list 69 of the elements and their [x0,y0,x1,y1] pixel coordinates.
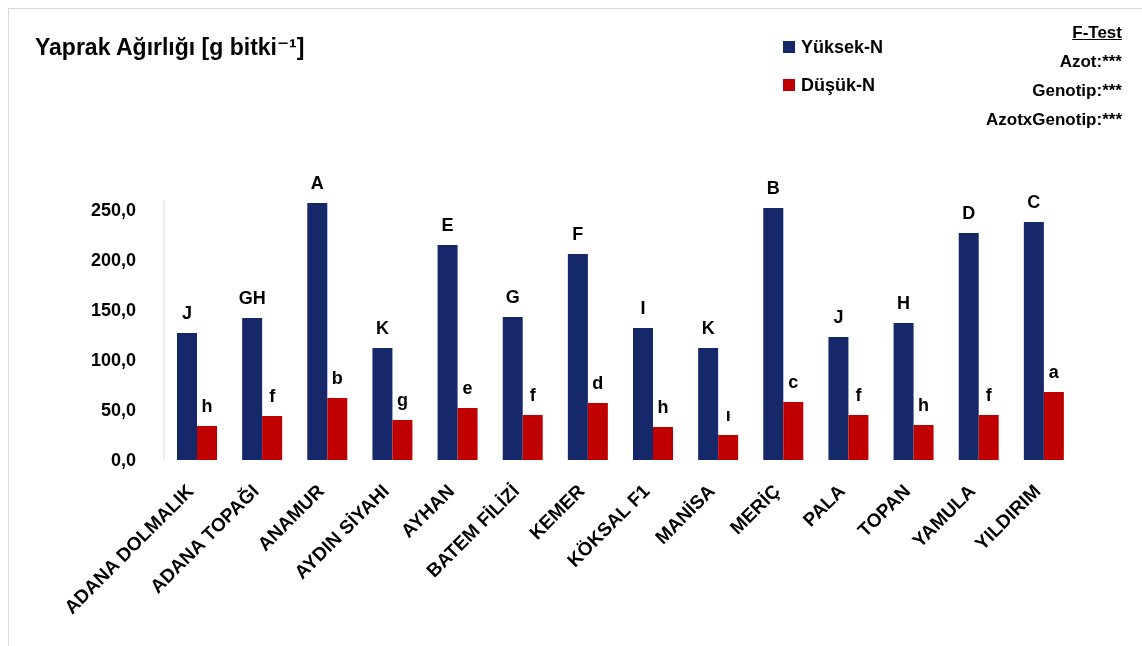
data-label: D [962,203,976,223]
data-label: g [396,390,408,410]
data-label: E [441,215,454,235]
bar [522,415,543,460]
bar [197,426,217,460]
bar [698,348,719,460]
y-tick-label: 50,0 [100,400,136,421]
bar [392,420,413,460]
data-label: GH [238,288,266,308]
data-label: I [640,298,646,318]
bar [913,425,934,460]
bar [587,403,608,460]
bar [1043,392,1064,460]
bar [893,323,914,460]
text: Azot:*** [1058,51,1122,73]
legend-label: Düşük-N [801,74,876,96]
data-label: C [1027,192,1041,212]
data-label: f [269,386,277,406]
bar [242,318,263,460]
chart-title: Yaprak Ağırlığı [g bitki⁻¹] [35,34,305,61]
data-label: ı [725,405,731,425]
data-label: A [310,173,324,193]
data-label: d [592,373,604,393]
data-label: G [505,287,520,307]
bar [763,208,784,460]
bar [958,233,979,460]
bar [718,435,739,460]
data-label: f [985,385,993,405]
data-label: h [201,396,213,416]
data-label: K [375,318,389,338]
text: Genotip:*** [1031,80,1122,102]
data-label: J [181,303,193,323]
y-tick-label: 250,0 [90,200,136,221]
data-label: a [1048,362,1060,382]
legend-label: Yüksek-N [801,36,884,58]
bar [437,245,458,460]
data-label: h [657,397,669,417]
bar [502,317,523,460]
bar [567,254,588,460]
data-label: b [331,368,343,388]
y-tick-label: 100,0 [90,350,136,371]
bar [262,416,283,460]
bar [1023,222,1044,460]
bar [828,337,849,460]
text: F-Test [1071,22,1122,44]
bar [372,348,393,460]
y-tick-label: 0,0 [110,450,136,471]
bar [307,203,328,460]
data-label: K [701,318,715,338]
data-label: J [833,307,844,327]
bar [978,415,999,460]
bar [783,402,804,460]
y-tick-label: 200,0 [90,250,136,271]
data-label: c [788,372,799,392]
y-tick-label: 150,0 [90,300,136,321]
data-label: f [855,385,863,405]
data-label: B [766,178,780,198]
bar [177,333,197,460]
text: AzotxGenotip:*** [986,109,1122,131]
data-label: F [572,224,584,244]
bar [457,408,478,460]
data-label: h [918,395,930,415]
bar [848,415,869,460]
data-label: H [897,293,911,313]
bar [633,328,653,460]
data-label: f [529,385,537,405]
bar [327,398,348,460]
data-label: e [462,378,473,398]
bar [653,427,673,460]
